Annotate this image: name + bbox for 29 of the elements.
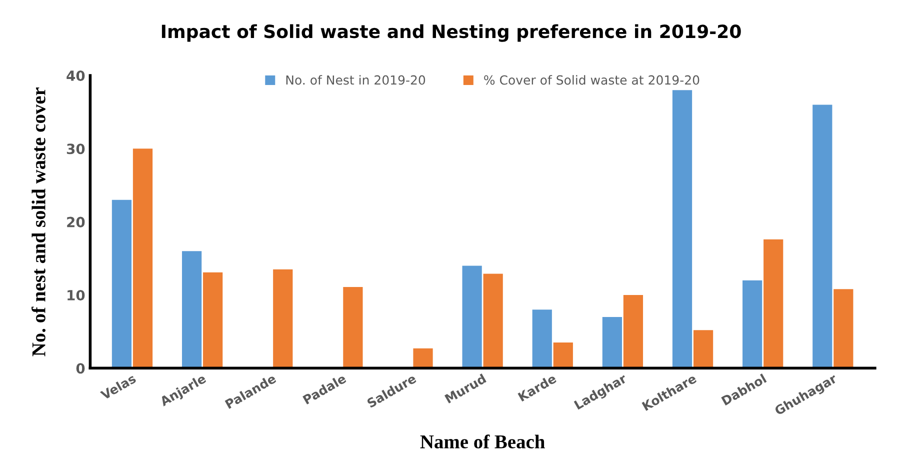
bar	[553, 342, 573, 368]
bar	[602, 316, 622, 368]
y-tick-label: 20	[67, 216, 85, 228]
bar	[413, 348, 433, 368]
bar	[532, 310, 552, 368]
bar	[273, 269, 293, 368]
bar	[764, 239, 784, 368]
bar	[742, 280, 762, 368]
bar	[112, 200, 132, 368]
bar	[834, 289, 854, 368]
bar	[132, 148, 153, 368]
y-axis-title: No. of nest and solid waste cover	[32, 88, 46, 356]
y-tick-label: 10	[68, 290, 85, 300]
y-tick-label: 0	[76, 363, 85, 374]
y-tick-label: 40	[66, 70, 85, 81]
bar	[343, 286, 363, 368]
bar	[203, 272, 223, 368]
y-tick-label: 30	[66, 144, 85, 154]
chart-title: Impact of Solid waste and Nesting preference in 2019-20	[162, 24, 741, 42]
bar	[182, 251, 202, 368]
legend-label: % Cover of Solid waste at 2019-20	[484, 75, 700, 85]
bar	[812, 104, 832, 368]
bar	[483, 274, 503, 368]
bar	[462, 266, 482, 368]
bar	[623, 295, 644, 368]
legend-label: No. of Nest in 2019-20	[286, 75, 426, 85]
bar	[693, 330, 714, 368]
x-axis-title: Name of Beach	[420, 434, 545, 448]
bar	[672, 90, 692, 368]
